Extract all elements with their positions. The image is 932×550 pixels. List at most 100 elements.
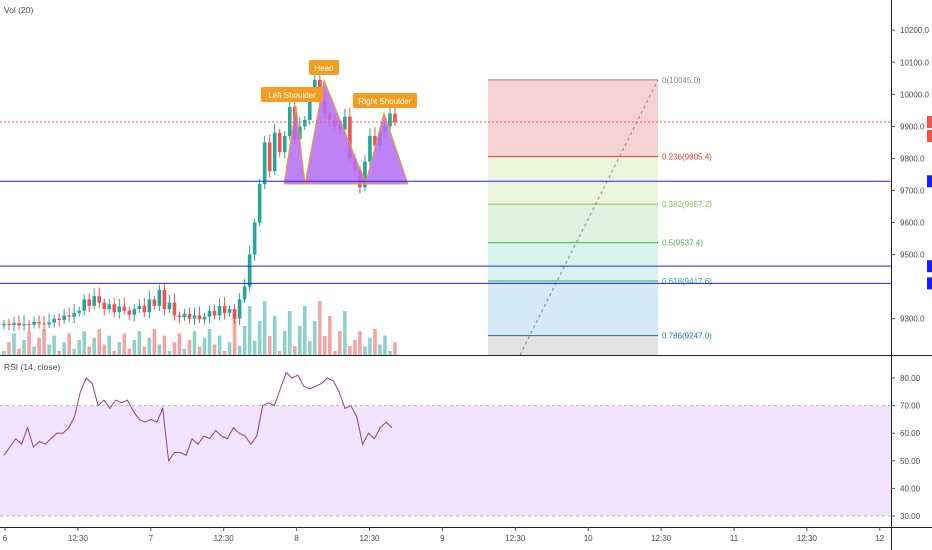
candle-body	[132, 309, 137, 315]
time-tick-label: 12	[875, 534, 884, 543]
candle-body	[247, 254, 252, 287]
fib-zone	[488, 204, 658, 243]
volume-bar	[187, 340, 192, 355]
volume-bar	[318, 301, 322, 355]
candle-body	[7, 323, 11, 326]
candle-body	[122, 306, 127, 311]
pattern-label-bg	[353, 93, 417, 108]
candle-body	[127, 310, 132, 315]
volume-bar	[147, 337, 152, 355]
candle-body	[17, 323, 21, 326]
volume-bar	[197, 346, 202, 355]
volume-bar	[137, 331, 142, 355]
volume-bar	[247, 306, 252, 355]
time-tick-label: 12:30	[68, 534, 89, 543]
volume-bar	[87, 346, 92, 355]
candle-body	[343, 116, 347, 130]
volume-bar	[17, 348, 21, 355]
fib-zone-bottom	[488, 335, 658, 355]
time-tick-label: 12:30	[797, 534, 818, 543]
candle-body	[232, 309, 237, 319]
volume-bars	[2, 301, 397, 355]
candle-body	[202, 316, 207, 320]
price-badge	[927, 175, 932, 188]
rsi-pane-title: RSI (14, close)	[4, 362, 60, 372]
volume-bar	[242, 326, 247, 355]
fib-level-label: 0.236(9805.4)	[662, 153, 712, 162]
candle-body	[257, 184, 262, 223]
candle-body	[388, 113, 392, 127]
volume-bar	[328, 316, 332, 355]
time-tick-label: 9	[440, 534, 445, 543]
volume-bar	[312, 321, 317, 355]
volume-bar	[82, 331, 87, 355]
volume-bar	[202, 337, 207, 355]
volume-bar	[122, 333, 127, 355]
rsi-tick-label: 40.00	[900, 484, 921, 493]
candle-body	[167, 302, 172, 310]
candle-body	[207, 310, 212, 317]
time-tick-label: 12:30	[214, 534, 235, 543]
candle-body	[117, 306, 122, 313]
candle-body	[252, 222, 257, 255]
volume-bar	[257, 321, 262, 355]
candle-body	[2, 323, 6, 326]
volume-bar	[262, 301, 267, 355]
time-tick-label: 8	[294, 534, 299, 543]
candle-body	[237, 299, 242, 319]
price-tick-label: 10100.0	[900, 58, 929, 67]
volume-bar	[132, 340, 137, 355]
candle-body	[37, 321, 41, 324]
volume-bar	[302, 306, 307, 355]
volume-bar	[252, 341, 257, 355]
fib-level-label: 0.5(9537.4)	[662, 239, 703, 248]
candle-body	[142, 305, 147, 313]
candle-body	[12, 323, 16, 326]
volume-bar	[368, 337, 372, 355]
candle-body	[92, 296, 97, 306]
candle-body	[192, 315, 197, 319]
candle-body	[302, 119, 307, 127]
rsi-tick-label: 80.00	[900, 374, 921, 383]
candle-body	[227, 309, 232, 313]
time-tick-label: 12:30	[505, 534, 526, 543]
fib-zone	[488, 280, 658, 336]
price-badge	[927, 277, 932, 290]
time-tick-label: 6	[3, 534, 8, 543]
volume-bar	[32, 346, 36, 355]
price-tick-label: 9700.0	[900, 186, 925, 195]
candle-body	[82, 299, 87, 311]
volume-bar	[2, 351, 6, 355]
volume-bar	[227, 342, 232, 355]
volume-bar	[378, 344, 382, 355]
price-badge	[927, 116, 932, 128]
fib-retracement[interactable]: 0(10045.0) 0.236(9805.4) 0.382(9657.2) 0.5(…	[488, 76, 712, 356]
candle-body	[102, 302, 107, 310]
volume-bar	[182, 348, 187, 355]
volume-bar	[212, 344, 217, 355]
volume-bar	[393, 342, 397, 355]
rsi-tick-label: 60.00	[900, 429, 921, 438]
volume-bar	[27, 331, 31, 355]
volume-bar	[232, 311, 237, 355]
volume-bar	[217, 335, 222, 355]
candle-body	[22, 324, 26, 326]
price-tick-label: 10000.0	[900, 90, 929, 99]
volume-bar	[363, 346, 367, 355]
fib-level-label: 0(10045.0)	[662, 76, 701, 85]
time-tick-label: 7	[149, 534, 154, 543]
fib-level-label: 0.382(9657.2)	[662, 200, 712, 209]
candle-body	[42, 323, 46, 325]
time-tick-label: 10	[584, 534, 593, 543]
horizontal-lines[interactable]: 9913.647:209728.79463.79410.1	[0, 116, 932, 290]
head-and-shoulders-pattern[interactable]: Left Shoulder Head Right Shoulder	[261, 60, 417, 185]
rsi-band	[0, 405, 891, 516]
volume-bar	[333, 351, 337, 355]
candle-body	[307, 94, 312, 120]
volume-bar	[97, 329, 102, 355]
fib-zone	[488, 242, 658, 281]
candle-body	[277, 132, 282, 152]
fib-level-label: 0.786(9247.0)	[662, 332, 712, 341]
volume-bar	[358, 331, 362, 355]
